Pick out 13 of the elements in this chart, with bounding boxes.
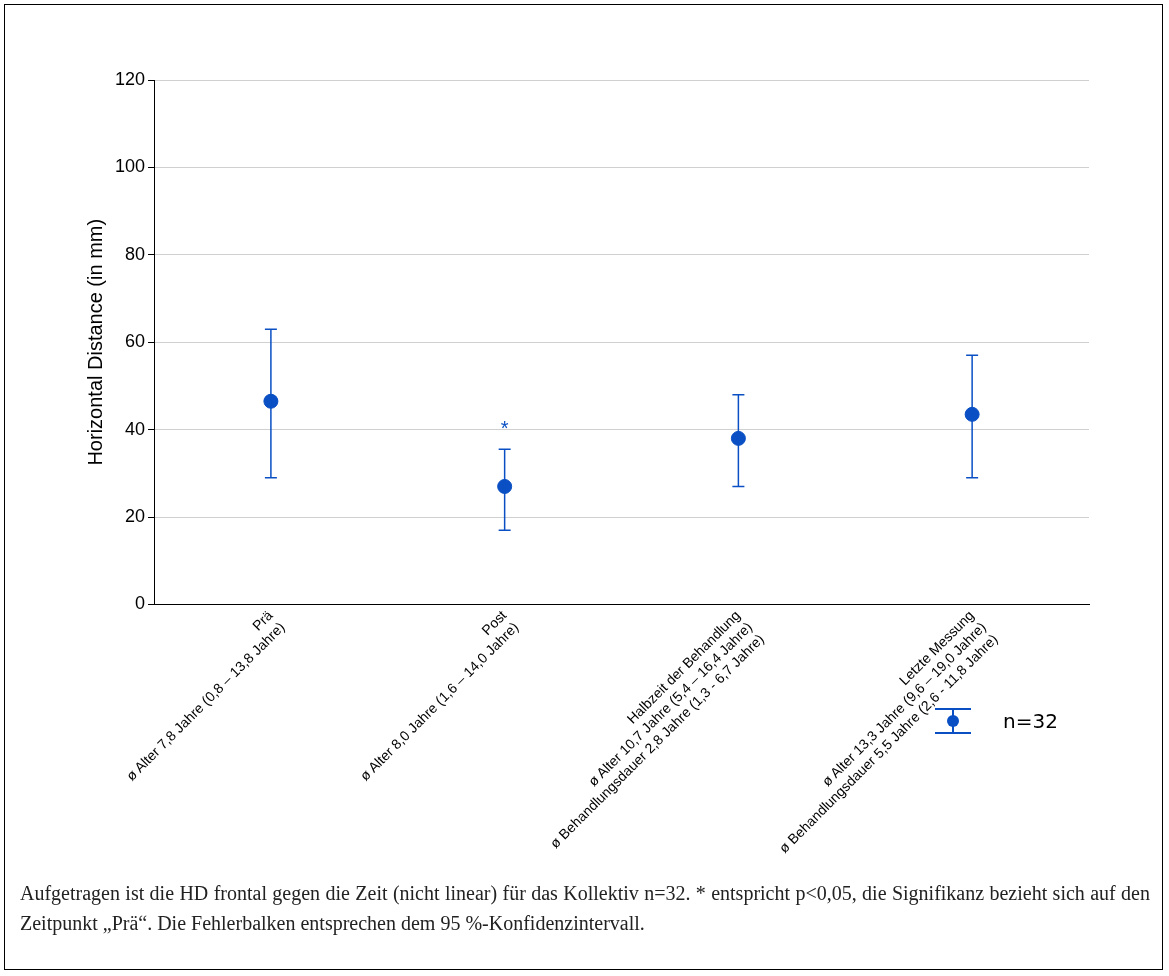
point [730, 430, 746, 446]
y-tick-label: 100 [114, 156, 146, 177]
y-axis-title: Horizontal Distance (in mm) [83, 218, 106, 466]
data-label: * [500, 416, 509, 439]
text: Aufgetragen ist die HD frontal gegen die Zeit (nicht linear) für das Kollektiv n=32. * entspricht p<0,05, die Signifikanz bezieht sich auf den Zeitpunkt „Prä“. Die Fehlerbalken entsprechen dem 95 %-Konfidenzintervall. [20, 881, 1150, 937]
y-tick-label: 40 [125, 418, 146, 439]
y-tick-label: 60 [125, 331, 146, 352]
y-tick-label: 0 [135, 593, 146, 614]
y-tick-label: 20 [125, 506, 146, 527]
y-tick-label: 80 [125, 243, 146, 264]
y-tick-label: 120 [114, 68, 146, 89]
point [497, 478, 513, 494]
legend-label: n=32 [1003, 709, 1058, 733]
